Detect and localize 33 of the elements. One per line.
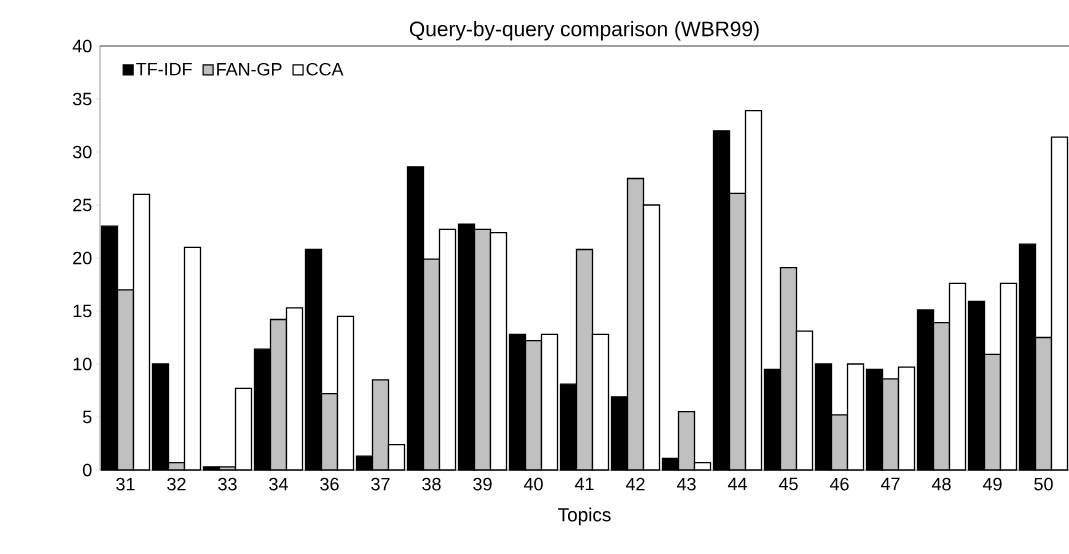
y-tick-label: 0 [82, 463, 92, 477]
x-tick-label: 41 [574, 477, 594, 491]
x-tick-label: 43 [676, 477, 696, 491]
x-tick-label: 39 [473, 477, 492, 491]
x-tick-label: 45 [778, 477, 798, 491]
y-tick-label: 25 [73, 198, 92, 212]
x-tick-label: 46 [829, 477, 849, 491]
x-tick-label: 47 [880, 477, 900, 491]
x-tick-label: 32 [167, 477, 186, 491]
x-tick-label: 40 [523, 477, 543, 491]
legend-label: FAN-GP [217, 62, 282, 76]
legend-label: TF-IDF [136, 62, 192, 76]
y-tick-label: 20 [73, 251, 92, 265]
y-tick-label: 35 [72, 92, 92, 106]
y-tick-label: 5 [82, 410, 92, 424]
chart-title: Query-by-query comparison (WBR99) [409, 21, 759, 41]
x-tick-label: 49 [982, 477, 1002, 491]
y-tick-label: 40 [72, 39, 92, 53]
x-tick-label: 48 [931, 477, 951, 491]
x-tick-label: 38 [422, 477, 441, 491]
x-tick-label: 36 [320, 477, 339, 491]
x-tick-label: 44 [727, 477, 747, 491]
y-tick-label: 10 [73, 357, 92, 371]
x-tick-label: 37 [371, 477, 390, 491]
y-tick-label: 15 [73, 304, 92, 318]
x-axis-title: Topics [558, 507, 611, 526]
x-tick-label: 42 [625, 477, 645, 491]
x-tick-label: 50 [1034, 477, 1053, 491]
x-tick-label: 34 [269, 477, 288, 491]
y-tick-label: 30 [72, 145, 92, 159]
x-tick-label: 33 [218, 477, 237, 491]
x-tick-label: 31 [116, 477, 135, 491]
legend-label: CCA [306, 62, 344, 76]
